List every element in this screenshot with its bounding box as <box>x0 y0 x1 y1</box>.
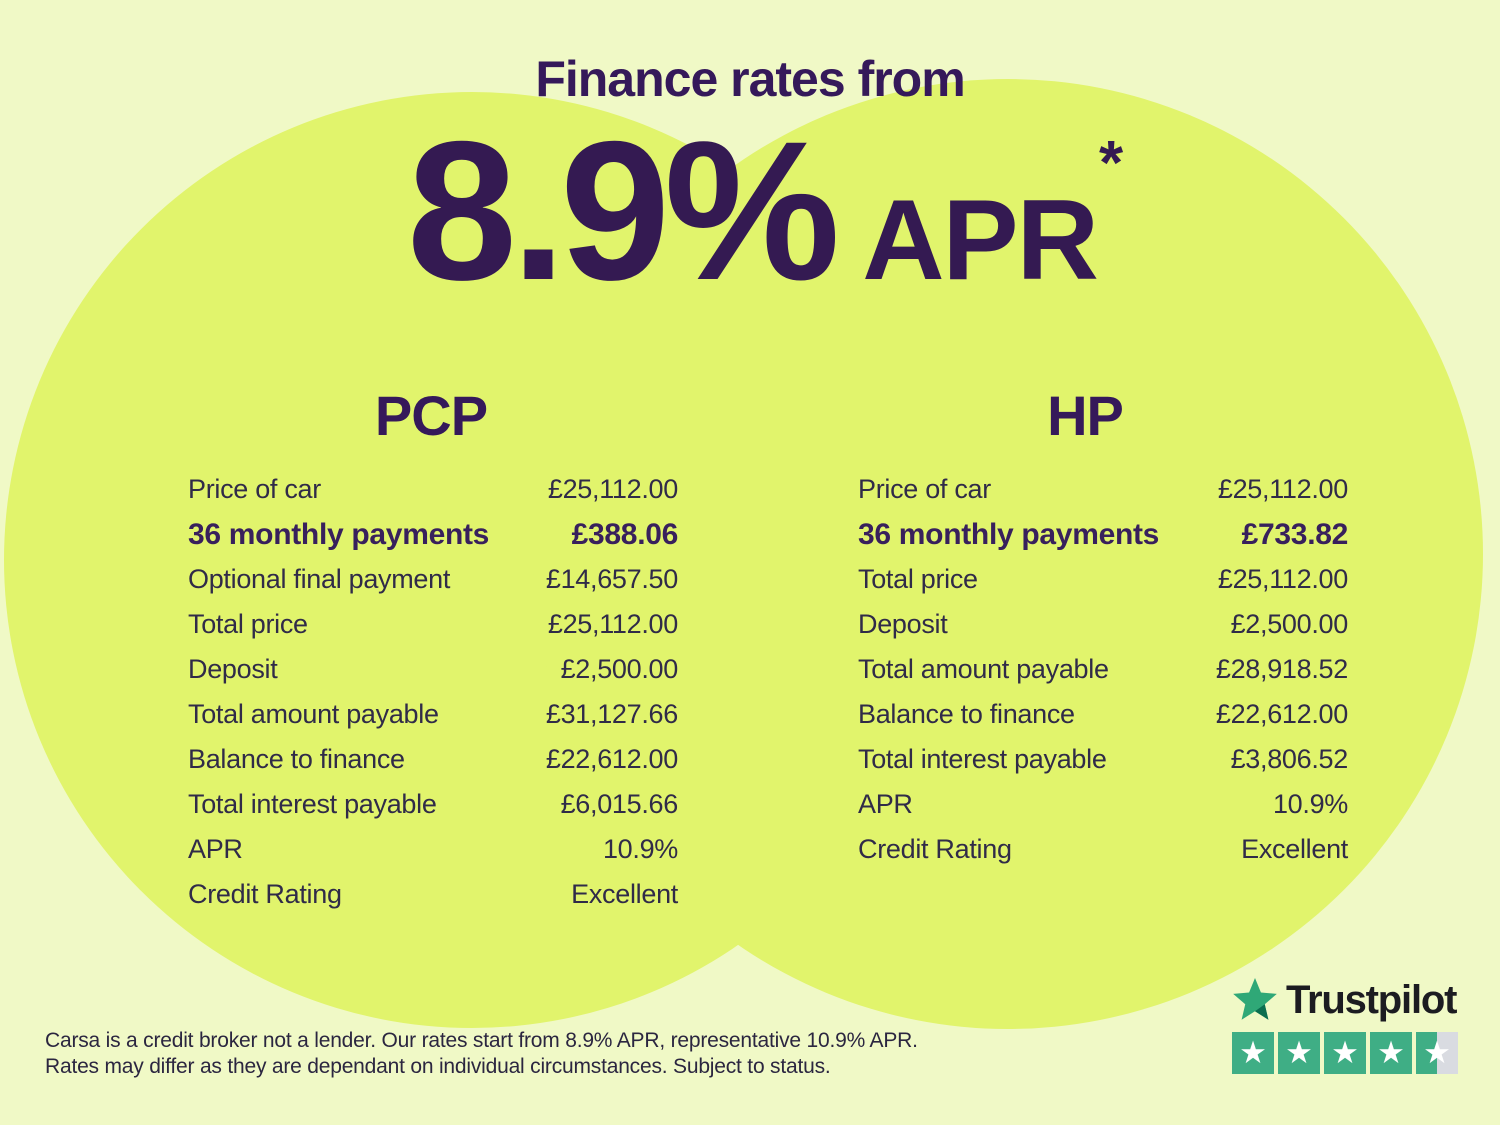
rate-footnote-marker: * <box>1098 129 1124 198</box>
rate-value: 8.9% <box>406 100 840 321</box>
rate-unit: APR <box>862 177 1099 304</box>
rating-star-box: ★ <box>1416 1032 1458 1074</box>
table-row: APR 10.9% <box>858 782 1348 827</box>
star-icon: ★ <box>1331 1034 1359 1071</box>
table-row: APR 10.9% <box>188 827 678 872</box>
hp-section-title: HP <box>1047 384 1124 447</box>
row-value: £388.06 <box>571 517 679 551</box>
row-label: Total interest payable <box>858 744 1107 774</box>
pcp-section-title: PCP <box>374 384 488 447</box>
table-row: Deposit £2,500.00 <box>188 647 678 692</box>
table-row: Optional final payment £14,657.50 <box>188 557 678 602</box>
table-row: Total amount payable £31,127.66 <box>188 692 678 737</box>
row-value: £22,612.00 <box>1215 699 1348 729</box>
trustpilot-logo: Trustpilot ★ ★ ★ ★ <box>1232 977 1458 1074</box>
row-label: Total amount payable <box>858 654 1109 684</box>
table-row: Total price £25,112.00 <box>858 557 1348 602</box>
headline-rate: 8.9% APR* <box>0 112 1500 310</box>
row-label: Total price <box>858 564 978 594</box>
row-value: £25,112.00 <box>547 474 678 504</box>
row-value: £25,112.00 <box>1217 474 1348 504</box>
table-row: Balance to finance £22,612.00 <box>858 692 1348 737</box>
pcp-table: Price of car £25,112.00 36 monthly payme… <box>188 467 678 917</box>
table-row: Credit Rating Excellent <box>188 872 678 917</box>
star-icon: ★ <box>1239 1034 1267 1071</box>
row-label: Price of car <box>188 474 321 504</box>
table-row: Total interest payable £6,015.66 <box>188 782 678 827</box>
rating-star-box: ★ <box>1232 1032 1274 1074</box>
hp-table: Price of car £25,112.00 36 monthly payme… <box>858 467 1348 872</box>
table-row: 36 monthly payments £388.06 <box>188 512 678 557</box>
row-label: APR <box>858 789 913 819</box>
disclaimer-line-1: Carsa is a credit broker not a lender. O… <box>45 1029 918 1052</box>
background-circle-right <box>533 79 1483 1029</box>
row-label: 36 monthly payments <box>188 517 490 551</box>
row-value: £28,918.52 <box>1215 654 1348 684</box>
trustpilot-star-icon <box>1233 978 1277 1020</box>
row-label: Balance to finance <box>858 699 1075 729</box>
row-label: Credit Rating <box>858 834 1012 864</box>
rating-star-box: ★ <box>1324 1032 1366 1074</box>
row-value: £14,657.50 <box>545 564 678 594</box>
table-row: Deposit £2,500.00 <box>858 602 1348 647</box>
row-value: £6,015.66 <box>560 789 679 819</box>
table-row: Price of car £25,112.00 <box>188 467 678 512</box>
row-label: Deposit <box>188 654 278 684</box>
table-row: Balance to finance £22,612.00 <box>188 737 678 782</box>
rating-star-box: ★ <box>1370 1032 1412 1074</box>
row-label: 36 monthly payments <box>858 517 1160 551</box>
row-value: £25,112.00 <box>547 609 678 639</box>
row-value: £733.82 <box>1241 517 1349 551</box>
row-value: £25,112.00 <box>1217 564 1348 594</box>
trustpilot-rating-stars: ★ ★ ★ ★ ★ <box>1232 1032 1458 1074</box>
table-row: Total amount payable £28,918.52 <box>858 647 1348 692</box>
disclaimer-line-2: Rates may differ as they are dependant o… <box>45 1055 831 1078</box>
row-label: APR <box>188 834 243 864</box>
row-label: Total price <box>188 609 308 639</box>
star-icon: ★ <box>1423 1034 1451 1071</box>
row-label: Credit Rating <box>188 879 342 909</box>
row-label: Optional final payment <box>188 564 451 594</box>
star-icon: ★ <box>1285 1034 1313 1071</box>
row-label: Price of car <box>858 474 991 504</box>
row-label: Deposit <box>858 609 948 639</box>
row-value: £31,127.66 <box>545 699 678 729</box>
table-row: Total price £25,112.00 <box>188 602 678 647</box>
rating-star-box: ★ <box>1278 1032 1320 1074</box>
row-value: 10.9% <box>1272 789 1348 819</box>
table-row: Credit Rating Excellent <box>858 827 1348 872</box>
star-icon: ★ <box>1377 1034 1405 1071</box>
row-value: £2,500.00 <box>560 654 679 684</box>
disclaimer-text: Carsa is a credit broker not a lender. O… <box>45 1028 918 1080</box>
trustpilot-logo-row: Trustpilot <box>1232 977 1458 1023</box>
row-value: £3,806.52 <box>1230 744 1349 774</box>
row-value: 10.9% <box>602 834 678 864</box>
row-value: Excellent <box>1241 834 1348 864</box>
row-label: Total amount payable <box>188 699 439 729</box>
table-row: Price of car £25,112.00 <box>858 467 1348 512</box>
trustpilot-wordmark: Trustpilot <box>1286 977 1457 1022</box>
row-value: £22,612.00 <box>545 744 678 774</box>
table-row: 36 monthly payments £733.82 <box>858 512 1348 557</box>
row-value: £2,500.00 <box>1230 609 1349 639</box>
row-value: Excellent <box>571 879 678 909</box>
page-title: Finance rates from <box>535 51 965 107</box>
table-row: Total interest payable £3,806.52 <box>858 737 1348 782</box>
row-label: Balance to finance <box>188 744 405 774</box>
row-label: Total interest payable <box>188 789 437 819</box>
